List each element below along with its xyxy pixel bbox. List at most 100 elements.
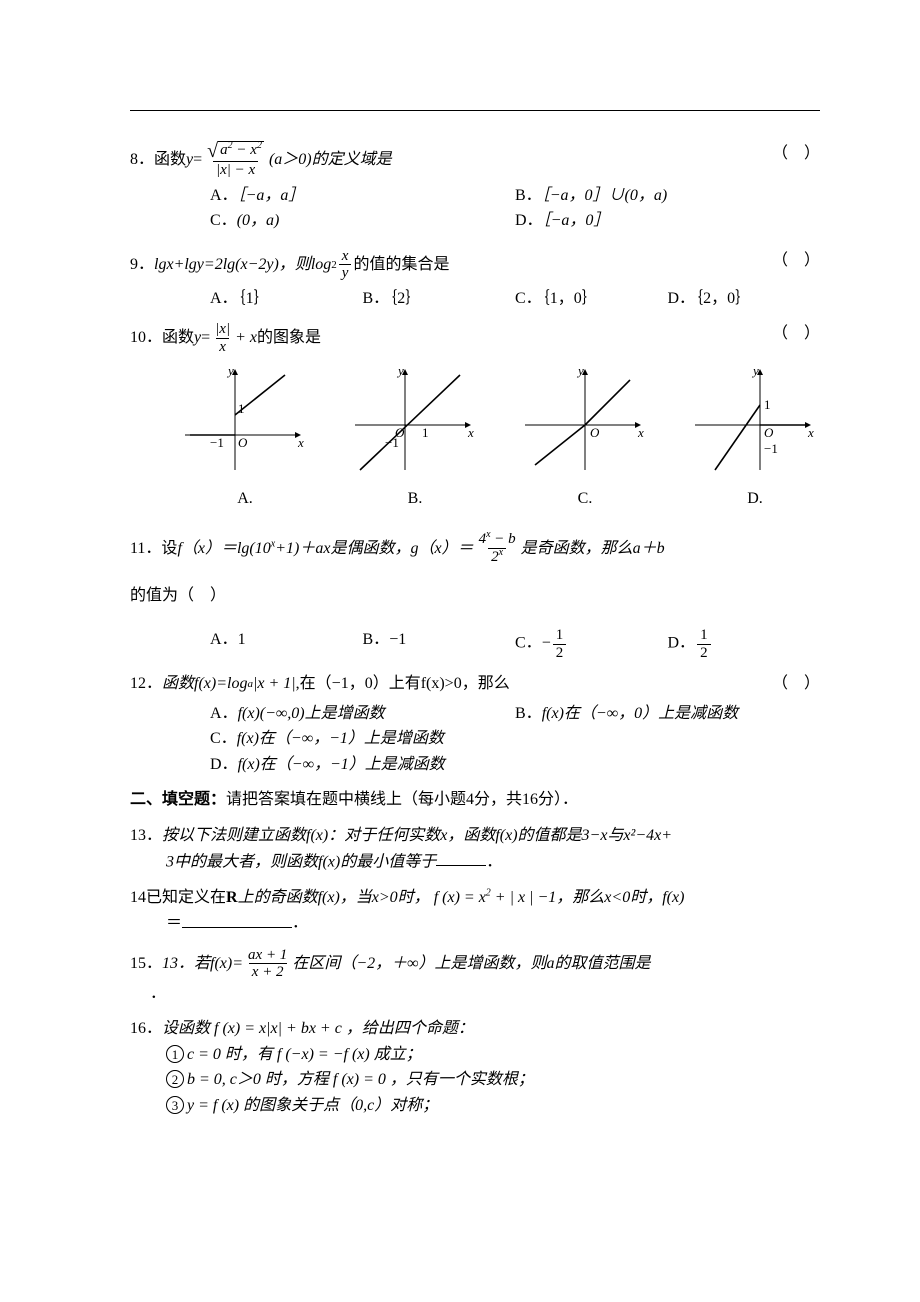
question-9: 9． lgx+lgy=2lg(x−2y)，则 log2 x y 的值的集合是 （…: [130, 248, 820, 312]
q14-l1c: ，那么x<0时，f(x): [556, 889, 684, 906]
label-1: 1: [238, 401, 245, 416]
question-15: 15． 13．若f(x)= ax + 1 x + 2 在区间（−2，＋∞）上是增…: [130, 947, 820, 1007]
question-16: 16．设函数 f (x) = x|x| + bx + c ，给出四个命题： 1c…: [130, 1016, 820, 1118]
frac-den: 2: [553, 644, 567, 662]
q9-post: 的值的集合是: [353, 252, 449, 278]
frac-den: x + 2: [249, 963, 287, 981]
graph-a-svg: y x O 1 −1: [180, 365, 310, 475]
q8-num: 8．: [130, 147, 154, 173]
frac-num: x: [339, 248, 352, 265]
axis-x-label: x: [297, 435, 304, 450]
graph-c: y x O C.: [520, 365, 650, 511]
opt-label: D．: [668, 290, 696, 307]
frac-den: x: [216, 338, 229, 356]
q13-l2: 3中的最大者，则函数f(x)的最小值等于: [166, 853, 436, 870]
q16-num: 16．: [130, 1020, 162, 1037]
q16-p2: b = 0, c＞0 时，方程 f (x) = 0 ，只有一个实数根；: [187, 1071, 534, 1088]
opt-label: D．: [515, 212, 543, 229]
answer-paren: （ ）: [772, 141, 820, 167]
q8-sqrt-arg: a2 − x2: [218, 141, 264, 159]
q9-log: log: [311, 252, 331, 278]
q9-frac: x y: [339, 248, 352, 282]
axis-x-label: x: [467, 425, 474, 440]
axis-y-label: y: [751, 365, 759, 378]
opt-text: f(x)在（−∞，−1）上是增函数: [237, 730, 444, 747]
q10-post: 的图象是: [257, 325, 321, 351]
frac-num: |x|: [212, 321, 233, 338]
opt-label: D．: [668, 635, 696, 652]
q14-R: R: [226, 889, 238, 906]
sec2-bold: 二、填空题：: [130, 791, 226, 808]
q11-t3: 是奇函数，那么a＋b: [521, 536, 665, 562]
question-14: 14已知定义在R上的奇函数f(x)，当x>0时， f (x) = x2 + | …: [130, 885, 820, 937]
sec2-rest: 请把答案填在题中横线上（每小题4分，共16分）．: [226, 791, 578, 808]
q11-f: f（x）＝lg(10x: [177, 536, 275, 562]
opt-text: f(x)在（−∞，0）上是减函数: [542, 705, 738, 722]
frac-num: 4x − b: [476, 531, 519, 548]
q10-plus: + x: [235, 325, 257, 351]
opt-text: −1: [389, 631, 406, 648]
graph-options: y x O 1 −1 A. y x O 1 −1: [130, 365, 820, 511]
q12-num: 12．: [130, 671, 162, 697]
q10-y: y: [194, 325, 201, 351]
page: 8． 函数 y = √ a2 − x2 |x| − x (a＞0)的定义域是 （…: [0, 0, 920, 1179]
q12-mid: ,在（−1，0）上有f(x)>0，那么: [296, 671, 510, 697]
q11-t1: 设: [161, 536, 177, 562]
label-neg1: −1: [764, 441, 778, 456]
opt-sign: −: [542, 635, 551, 652]
opt-label: C．: [515, 290, 542, 307]
axis-y-label: y: [226, 365, 234, 378]
q13-l1: 按以下法则建立函数f(x)：对于任何实数x，函数f(x)的值都是3−x与x²−4…: [162, 827, 672, 844]
q14-num: 14: [130, 889, 146, 906]
question-13: 13．按以下法则建立函数f(x)：对于任何实数x，函数f(x)的值都是3−x与x…: [130, 823, 820, 875]
opt-label: B．: [515, 705, 542, 722]
graph-b-svg: y x O 1 −1: [350, 365, 480, 475]
q10-frac: |x| x: [212, 321, 233, 355]
opt-label: D．: [210, 756, 238, 773]
q15-num: 15．: [130, 951, 162, 977]
top-rule: [130, 110, 820, 111]
origin-label: O: [764, 425, 774, 440]
graph-label: B.: [350, 486, 480, 512]
opt-text: ｛2｝: [389, 290, 421, 307]
opt-label: C．: [515, 635, 542, 652]
q12-pre: 函数f(x)=log: [162, 671, 247, 697]
q9-pre: lgx+lgy=2lg(x−2y)，则: [154, 252, 311, 278]
q13-num: 13．: [130, 827, 162, 844]
frac-den: 2x: [488, 548, 506, 566]
graph-label: A.: [180, 486, 310, 512]
q14-fx: f (x) = x2 + | x | −1: [434, 889, 557, 906]
frac-den: 2: [697, 644, 711, 662]
opt-text: f(x)(−∞,0)上是增函数: [238, 705, 385, 722]
q10-pre: 函数: [162, 325, 194, 351]
opt-text: ［−a，a］: [238, 187, 305, 204]
q12-abs: |x + 1|: [253, 671, 296, 697]
q11-t4: 的值为（ ）: [130, 583, 820, 609]
axis-x-label: x: [807, 425, 814, 440]
origin-label: O: [238, 435, 248, 450]
opt-text: f(x)在（−∞，−1）上是减函数: [238, 756, 445, 773]
q15-tail: ．: [150, 985, 166, 1002]
axis-y-label: y: [576, 365, 584, 378]
q8-pre: 函数: [154, 147, 186, 173]
axis-x-label: x: [637, 425, 644, 440]
q13-tail: ．: [486, 853, 502, 870]
axis-y-label: y: [396, 365, 404, 378]
q10-num: 10．: [130, 325, 162, 351]
q9-num: 9．: [130, 252, 154, 278]
graph-a: y x O 1 −1 A.: [180, 365, 310, 511]
q16-p1: c = 0 时，有 f (−x) = −f (x) 成立；: [187, 1046, 422, 1063]
opt-text: (0，a): [237, 212, 280, 229]
q16-p3: y = f (x) 的图象关于点（0,c）对称；: [187, 1097, 438, 1114]
graph-b: y x O 1 −1 B.: [350, 365, 480, 511]
q14-l2: ＝: [166, 915, 182, 932]
opt-label: B．: [363, 290, 390, 307]
q14-tail: ．: [292, 915, 308, 932]
q15-t1: 13．若f(x)=: [162, 951, 243, 977]
answer-paren: （ ）: [772, 321, 820, 347]
blank-line: [182, 910, 292, 928]
label-neg1: −1: [210, 435, 224, 450]
opt-label: A．: [210, 705, 238, 722]
opt-label: C．: [210, 212, 237, 229]
circled-1: 1: [166, 1045, 184, 1063]
